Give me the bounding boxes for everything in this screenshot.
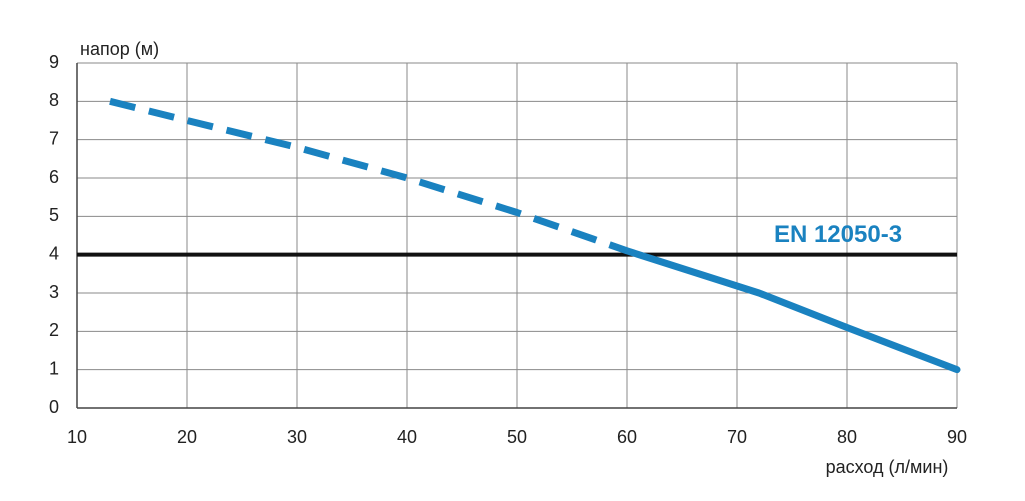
y-tick-label: 5	[49, 205, 59, 225]
x-tick-label: 80	[837, 427, 857, 447]
y-axis-label: напор (м)	[80, 39, 159, 59]
x-axis-label: расход (л/мин)	[826, 457, 949, 477]
reference-label: EN 12050-3	[774, 221, 902, 248]
y-tick-label: 2	[49, 320, 59, 340]
curve	[623, 247, 961, 374]
y-tick-label: 6	[49, 167, 59, 187]
y-tick-label: 0	[49, 397, 59, 417]
y-tick-label: 4	[49, 243, 59, 263]
x-tick-label: 30	[287, 427, 307, 447]
y-tick-label: 8	[49, 90, 59, 110]
x-tick-label: 70	[727, 427, 747, 447]
y-tick-label: 1	[49, 358, 59, 378]
y-tick-label: 9	[49, 52, 59, 72]
x-tick-label: 60	[617, 427, 637, 447]
x-tick-label: 40	[397, 427, 417, 447]
y-tick-label: 7	[49, 128, 59, 148]
curve	[109, 97, 629, 255]
x-tick-label: 50	[507, 427, 527, 447]
x-tick-label: 10	[67, 427, 87, 447]
x-tick-label: 20	[177, 427, 197, 447]
y-tick-label: 3	[49, 282, 59, 302]
x-tick-label: 90	[947, 427, 967, 447]
